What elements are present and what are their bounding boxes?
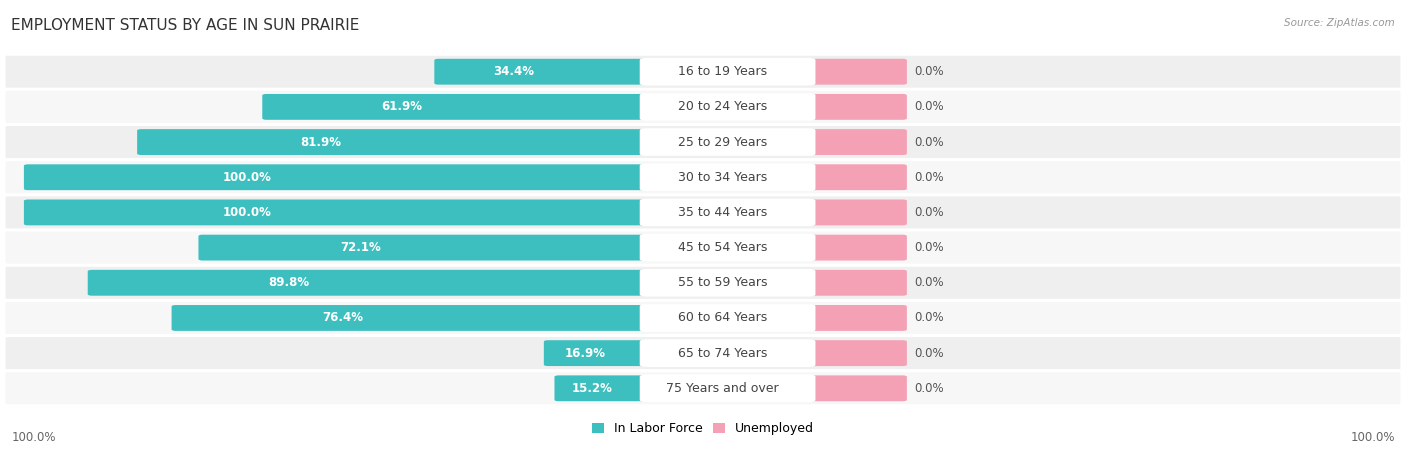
Text: 72.1%: 72.1% <box>340 241 381 254</box>
FancyBboxPatch shape <box>24 164 658 190</box>
FancyBboxPatch shape <box>4 336 1402 371</box>
FancyBboxPatch shape <box>434 59 658 85</box>
Text: 65 to 74 Years: 65 to 74 Years <box>678 347 768 359</box>
FancyBboxPatch shape <box>4 195 1402 230</box>
FancyBboxPatch shape <box>554 375 658 401</box>
FancyBboxPatch shape <box>807 235 907 261</box>
FancyBboxPatch shape <box>4 54 1402 89</box>
Text: 0.0%: 0.0% <box>914 347 943 359</box>
Text: 16 to 19 Years: 16 to 19 Years <box>678 65 768 78</box>
FancyBboxPatch shape <box>640 304 815 332</box>
Text: 34.4%: 34.4% <box>494 65 534 78</box>
FancyBboxPatch shape <box>640 339 815 367</box>
Text: 15.2%: 15.2% <box>571 382 613 395</box>
FancyBboxPatch shape <box>4 371 1402 406</box>
Text: 76.4%: 76.4% <box>322 312 364 324</box>
FancyBboxPatch shape <box>544 340 658 366</box>
Text: 20 to 24 Years: 20 to 24 Years <box>678 101 768 113</box>
FancyBboxPatch shape <box>807 94 907 120</box>
Text: 45 to 54 Years: 45 to 54 Years <box>678 241 768 254</box>
FancyBboxPatch shape <box>87 270 658 296</box>
FancyBboxPatch shape <box>640 93 815 121</box>
FancyBboxPatch shape <box>4 124 1402 160</box>
FancyBboxPatch shape <box>24 199 658 226</box>
FancyBboxPatch shape <box>640 58 815 86</box>
FancyBboxPatch shape <box>4 89 1402 124</box>
Text: 30 to 34 Years: 30 to 34 Years <box>678 171 768 184</box>
FancyBboxPatch shape <box>263 94 658 120</box>
FancyBboxPatch shape <box>807 305 907 331</box>
Text: 61.9%: 61.9% <box>381 101 423 113</box>
Text: 100.0%: 100.0% <box>222 206 271 219</box>
Text: 0.0%: 0.0% <box>914 65 943 78</box>
FancyBboxPatch shape <box>198 235 658 261</box>
Text: 0.0%: 0.0% <box>914 241 943 254</box>
Text: 0.0%: 0.0% <box>914 382 943 395</box>
Text: 81.9%: 81.9% <box>301 136 342 148</box>
Text: 0.0%: 0.0% <box>914 206 943 219</box>
Text: EMPLOYMENT STATUS BY AGE IN SUN PRAIRIE: EMPLOYMENT STATUS BY AGE IN SUN PRAIRIE <box>11 18 360 33</box>
FancyBboxPatch shape <box>807 199 907 226</box>
Text: 16.9%: 16.9% <box>565 347 606 359</box>
FancyBboxPatch shape <box>807 340 907 366</box>
Text: 0.0%: 0.0% <box>914 171 943 184</box>
FancyBboxPatch shape <box>4 160 1402 195</box>
Text: 75 Years and over: 75 Years and over <box>666 382 779 395</box>
FancyBboxPatch shape <box>640 269 815 297</box>
Legend: In Labor Force, Unemployed: In Labor Force, Unemployed <box>586 417 820 440</box>
Text: 0.0%: 0.0% <box>914 101 943 113</box>
FancyBboxPatch shape <box>4 300 1402 336</box>
FancyBboxPatch shape <box>807 129 907 155</box>
Text: 55 to 59 Years: 55 to 59 Years <box>678 276 768 289</box>
FancyBboxPatch shape <box>640 163 815 191</box>
FancyBboxPatch shape <box>807 270 907 296</box>
Text: 0.0%: 0.0% <box>914 276 943 289</box>
Text: 25 to 29 Years: 25 to 29 Years <box>678 136 768 148</box>
FancyBboxPatch shape <box>807 59 907 85</box>
Text: 60 to 64 Years: 60 to 64 Years <box>678 312 768 324</box>
Text: 0.0%: 0.0% <box>914 312 943 324</box>
Text: 100.0%: 100.0% <box>222 171 271 184</box>
FancyBboxPatch shape <box>640 128 815 156</box>
Text: 89.8%: 89.8% <box>269 276 309 289</box>
Text: 35 to 44 Years: 35 to 44 Years <box>678 206 768 219</box>
FancyBboxPatch shape <box>807 375 907 401</box>
FancyBboxPatch shape <box>807 164 907 190</box>
FancyBboxPatch shape <box>640 374 815 402</box>
FancyBboxPatch shape <box>640 198 815 226</box>
FancyBboxPatch shape <box>4 265 1402 300</box>
Text: 100.0%: 100.0% <box>11 431 56 444</box>
Text: 100.0%: 100.0% <box>1350 431 1395 444</box>
FancyBboxPatch shape <box>640 234 815 262</box>
FancyBboxPatch shape <box>138 129 658 155</box>
FancyBboxPatch shape <box>4 230 1402 265</box>
Text: Source: ZipAtlas.com: Source: ZipAtlas.com <box>1284 18 1395 28</box>
Text: 0.0%: 0.0% <box>914 136 943 148</box>
FancyBboxPatch shape <box>172 305 658 331</box>
